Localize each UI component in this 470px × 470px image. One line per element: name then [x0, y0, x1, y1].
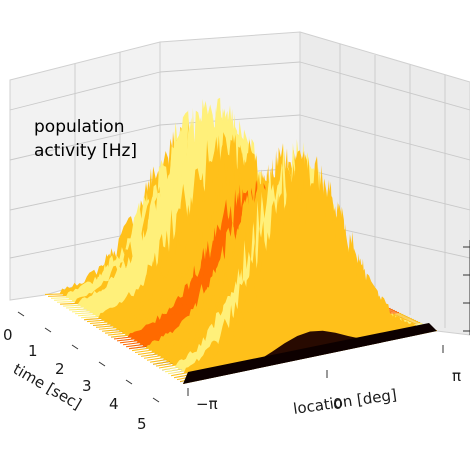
x-axis-label: location [deg] — [292, 386, 398, 418]
y-tick-mark — [18, 312, 24, 316]
y-tick-label-2: 2 — [55, 360, 65, 378]
y-tick-mark — [99, 362, 105, 366]
zlabel-line-1: population — [34, 117, 124, 137]
x-tick-label-neg-pi: −π — [196, 395, 218, 413]
y-tick-label-4: 4 — [109, 395, 119, 413]
x-tick-label-pi: π — [452, 367, 461, 385]
zlabel-line-2: activity [Hz] — [34, 141, 137, 161]
y-axis-label: time [sec] — [10, 360, 85, 413]
y-tick-mark — [126, 380, 132, 384]
y-tick-label-3: 3 — [82, 377, 92, 395]
y-tick-mark — [72, 345, 78, 349]
y-tick-mark — [153, 398, 159, 402]
y-tick-label-5: 5 — [137, 415, 147, 433]
y-tick-label-0: 0 — [3, 326, 13, 344]
y-tick-label-1: 1 — [28, 342, 38, 360]
y-tick-mark — [45, 328, 51, 332]
